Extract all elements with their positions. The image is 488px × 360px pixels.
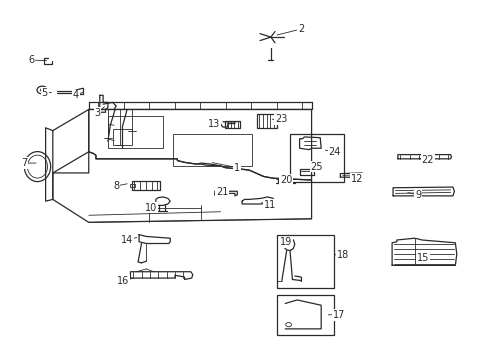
Text: 19: 19 — [279, 238, 291, 247]
Bar — [256, 114, 277, 128]
Bar — [172, 134, 251, 166]
Text: 3: 3 — [94, 108, 100, 118]
Text: 10: 10 — [144, 203, 157, 212]
Bar — [225, 121, 239, 128]
Text: 23: 23 — [275, 114, 287, 124]
Text: 6: 6 — [28, 55, 34, 65]
Text: 22: 22 — [421, 154, 433, 165]
Text: 4: 4 — [73, 90, 79, 100]
Text: 1: 1 — [234, 163, 240, 173]
Text: 24: 24 — [328, 147, 340, 157]
Bar — [277, 295, 333, 334]
Text: 15: 15 — [416, 253, 428, 263]
Text: 2: 2 — [297, 24, 304, 34]
Text: 7: 7 — [21, 158, 27, 168]
Text: 17: 17 — [332, 310, 345, 320]
Text: 14: 14 — [121, 235, 133, 245]
Text: 16: 16 — [117, 275, 129, 285]
Text: 11: 11 — [263, 200, 275, 210]
Bar — [289, 134, 343, 182]
Text: 12: 12 — [350, 174, 363, 184]
Text: 9: 9 — [414, 190, 420, 200]
Bar — [132, 181, 160, 190]
Text: 25: 25 — [310, 162, 323, 172]
Bar — [277, 235, 333, 288]
Text: 20: 20 — [280, 175, 292, 185]
Bar — [112, 129, 132, 145]
Bar — [108, 117, 163, 148]
Text: 13: 13 — [208, 118, 220, 129]
Text: 18: 18 — [336, 250, 348, 260]
Text: 8: 8 — [113, 181, 119, 191]
Bar — [130, 184, 135, 187]
Text: 5: 5 — [41, 87, 48, 98]
Text: 21: 21 — [216, 186, 228, 197]
